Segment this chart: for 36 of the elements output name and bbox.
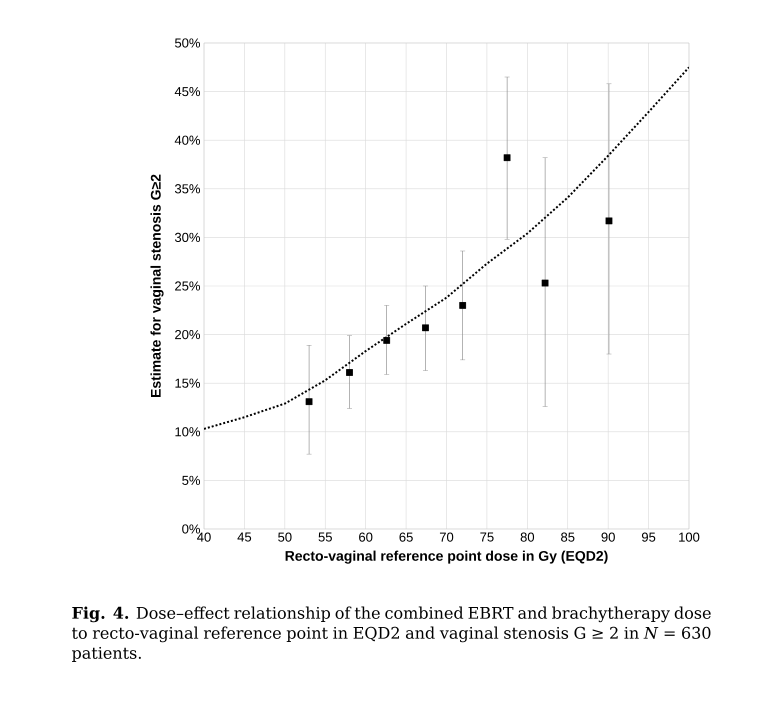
point	[383, 337, 390, 344]
y-tick-label: 25%	[175, 281, 200, 291]
y-tick-label: 15%	[175, 378, 200, 388]
point	[306, 398, 312, 406]
y-tick-label: 45%	[174, 87, 200, 96]
y-tick-label: 50%	[174, 38, 200, 48]
point	[504, 154, 511, 162]
point	[606, 217, 612, 224]
y-tick-label: 5%	[182, 476, 200, 485]
x-tick-label: 90	[602, 532, 615, 542]
x-tick-label: 100	[679, 532, 700, 542]
y-tick-label: 35%	[174, 184, 200, 194]
x-tick-label: 65	[400, 532, 413, 542]
point	[542, 280, 549, 286]
y-tick-label: 20%	[175, 330, 200, 340]
point	[422, 324, 429, 332]
x-tick-label: 60	[359, 532, 372, 542]
x-tick-label: 40	[197, 532, 211, 542]
x-tick-label: 75	[480, 532, 494, 542]
x-axis-title: Recto-vaginal reference point dose in Gy (EQD2)	[286, 550, 608, 564]
point	[346, 369, 353, 376]
x-tick-label: 80	[520, 532, 534, 542]
y-axis-title: Estimate for vaginal stenosis G≥2	[150, 174, 164, 398]
x-tick-label: 70	[440, 532, 454, 542]
x-tick-label: 45	[237, 532, 252, 542]
point	[459, 302, 466, 309]
y-tick-label: 10%	[175, 427, 200, 436]
x-tick-label: 50	[278, 532, 292, 542]
y-tick-label: 30%	[174, 232, 200, 242]
x-tick-label: 55	[318, 532, 332, 542]
x-tick-label: 85	[561, 532, 574, 542]
x-tick-label: 95	[642, 532, 656, 542]
text: Fig. 4. Dose–effect relationship of the combined EBRT and brachytherapy dose to recto-vaginal reference point in EQD2 and vaginal stenosis G ≥ 2 in N = 630 patients.	[72, 606, 711, 662]
line-series	[204, 66, 689, 430]
y-tick-label: 0%	[182, 524, 200, 534]
y-tick-label: 40%	[174, 136, 200, 145]
